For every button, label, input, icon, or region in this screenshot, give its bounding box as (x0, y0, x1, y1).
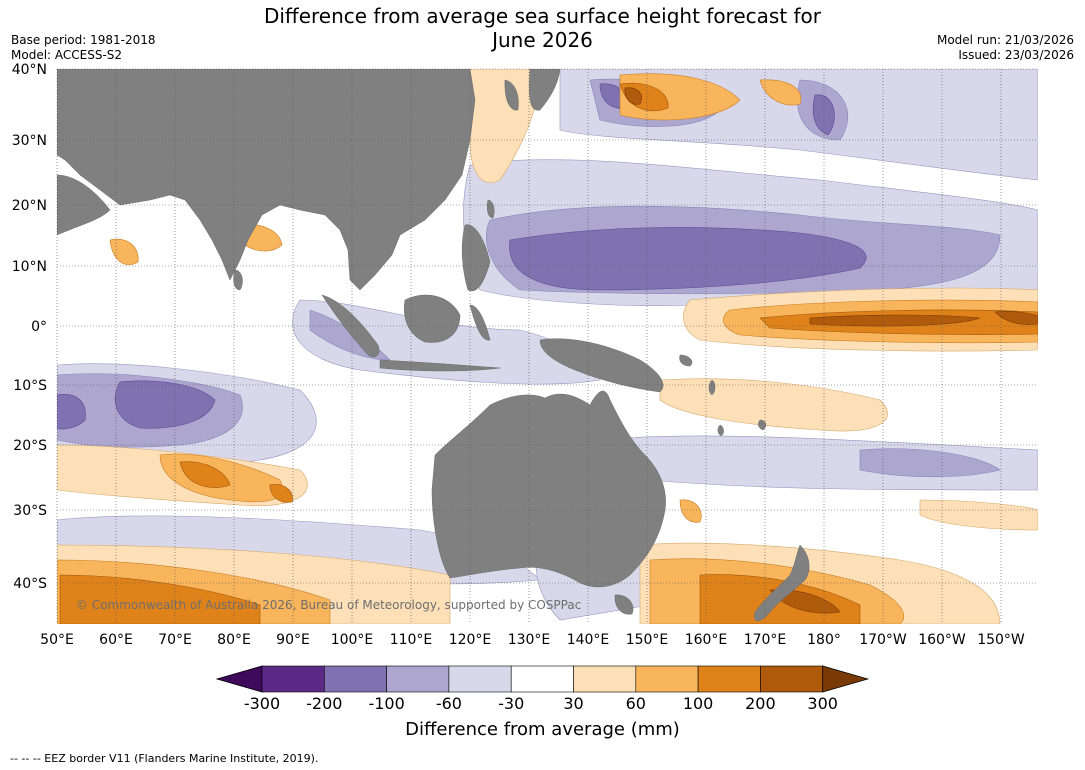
anomaly-region (624, 87, 642, 105)
anomaly-region (114, 380, 216, 429)
lon-label: 160°E (685, 632, 728, 648)
anomaly-region (269, 484, 293, 503)
lon-label: 140°E (567, 632, 610, 648)
newguinea-landmass (539, 338, 664, 393)
lon-label: 180° (807, 632, 841, 648)
colorbar-extension-high (822, 665, 870, 693)
lon-label: 80°E (217, 632, 251, 648)
tasmania-landmass (614, 594, 634, 615)
island-landmass (679, 354, 693, 367)
anomaly-region (57, 394, 86, 430)
model-name: Model: ACCESS-S2 (11, 48, 123, 62)
colorbar-segment (760, 665, 824, 693)
colorbar-segment (261, 665, 325, 693)
lon-label: 130°E (508, 632, 551, 648)
colorbar-tick-label: -200 (306, 694, 342, 713)
lon-label: 100°E (331, 632, 374, 648)
australia-landmass (431, 390, 666, 588)
island-landmass (717, 424, 724, 437)
java-landmass (379, 359, 501, 372)
colorbar-segment (448, 665, 512, 693)
colorbar-tick-label: -300 (244, 694, 280, 713)
title-line-1: Difference from average sea surface heig… (263, 4, 822, 28)
lat-label: 20°S (13, 438, 47, 454)
colorbar-segment (573, 665, 637, 693)
map-title: Difference from average sea surface heig… (0, 4, 1085, 52)
base-period: Base period: 1981-2018 (11, 33, 156, 47)
lon-label: 150°E (626, 632, 669, 648)
issued-date: Issued: 23/03/2026 (958, 48, 1074, 62)
lon-label: 170°E (744, 632, 787, 648)
lon-label: 150°W (977, 632, 1025, 648)
colorbar-segment (323, 665, 387, 693)
japan-landmass (529, 69, 561, 111)
graticule (56, 68, 1038, 624)
sulawesi-landmass (469, 304, 491, 341)
anomaly-region (759, 79, 802, 106)
base-info: Base period: 1981-2018 Model: ACCESS-S2 (11, 33, 156, 63)
run-info: Model run: 21/03/2026 Issued: 23/03/2026 (937, 33, 1074, 63)
colorbar-segment (697, 665, 761, 693)
lon-label: 160°W (918, 632, 966, 648)
lat-label: 10°N (12, 259, 47, 275)
lat-label: 30°S (13, 503, 47, 519)
colorbar-tick-label: -100 (368, 694, 404, 713)
colorbar-tick-label: -60 (436, 694, 462, 713)
anomaly-region (509, 227, 867, 291)
colorbar: -300 -200 -100 -60 -30 30 60 100 200 300 (215, 665, 870, 713)
anomaly-region (679, 499, 702, 523)
lon-label: 170°W (859, 632, 907, 648)
lat-label: 10°S (13, 378, 47, 394)
lon-label: 120°E (449, 632, 492, 648)
newzealand-landmass (754, 544, 810, 622)
lon-label: 70°E (158, 632, 192, 648)
lon-label: 110°E (390, 632, 433, 648)
colorbar-segment (510, 665, 574, 693)
anomaly-region (859, 448, 1001, 478)
anomaly-region (919, 499, 1038, 531)
colorbar-tick-label: 100 (683, 694, 714, 713)
lon-label: 60°E (99, 632, 133, 648)
anomaly-region (809, 314, 981, 327)
colorbar-tick-label: -30 (498, 694, 524, 713)
colorbar-tick-label: 300 (807, 694, 838, 713)
colorbar-tick-label: 60 (626, 694, 646, 713)
srilanka-landmass (233, 269, 243, 291)
latitude-labels: 40°N 30°N 20°N 10°N 0° 10°S 20°S 30°S 40… (12, 62, 47, 592)
lat-label: 0° (31, 319, 47, 335)
lon-label: 90°E (276, 632, 310, 648)
colorbar-tick-label: 30 (563, 694, 583, 713)
colorbar-tick-label: 200 (745, 694, 776, 713)
colorbar-extension-low (215, 665, 263, 693)
eez-footnote: -- -- -- EEZ border V11 (Flanders Marine… (10, 752, 319, 765)
island-landmass (758, 419, 767, 431)
lat-label: 40°N (12, 62, 47, 78)
borneo-landmass (404, 294, 461, 343)
anomaly-region (994, 311, 1038, 325)
lat-label: 20°N (12, 198, 47, 214)
arabia-landmass (57, 174, 111, 236)
lon-label: 50°E (40, 632, 74, 648)
taiwan-landmass (486, 199, 495, 219)
anomaly-region (179, 461, 231, 488)
model-run: Model run: 21/03/2026 (936, 33, 1074, 47)
philippines-landmass (461, 224, 491, 292)
anomaly-field (57, 69, 1038, 624)
copyright-credit: © Commonwealth of Australia 2026, Bureau… (76, 598, 581, 612)
title-line-2: June 2026 (492, 28, 593, 52)
island-landmass (708, 379, 716, 396)
colorbar-segment (635, 665, 699, 693)
korea-landmass (504, 79, 519, 111)
anomaly-region (109, 238, 139, 266)
sumatra-landmass (321, 294, 380, 358)
colorbar-title: Difference from average (mm) (405, 719, 680, 740)
anomaly-region (769, 589, 841, 614)
longitude-labels: 50°E 60°E 70°E 80°E 90°E 100°E 110°E 120… (40, 632, 1025, 648)
colorbar-segment (386, 665, 450, 693)
anomaly-region (59, 574, 261, 624)
lat-label: 30°N (12, 133, 47, 149)
lat-label: 40°S (13, 576, 47, 592)
